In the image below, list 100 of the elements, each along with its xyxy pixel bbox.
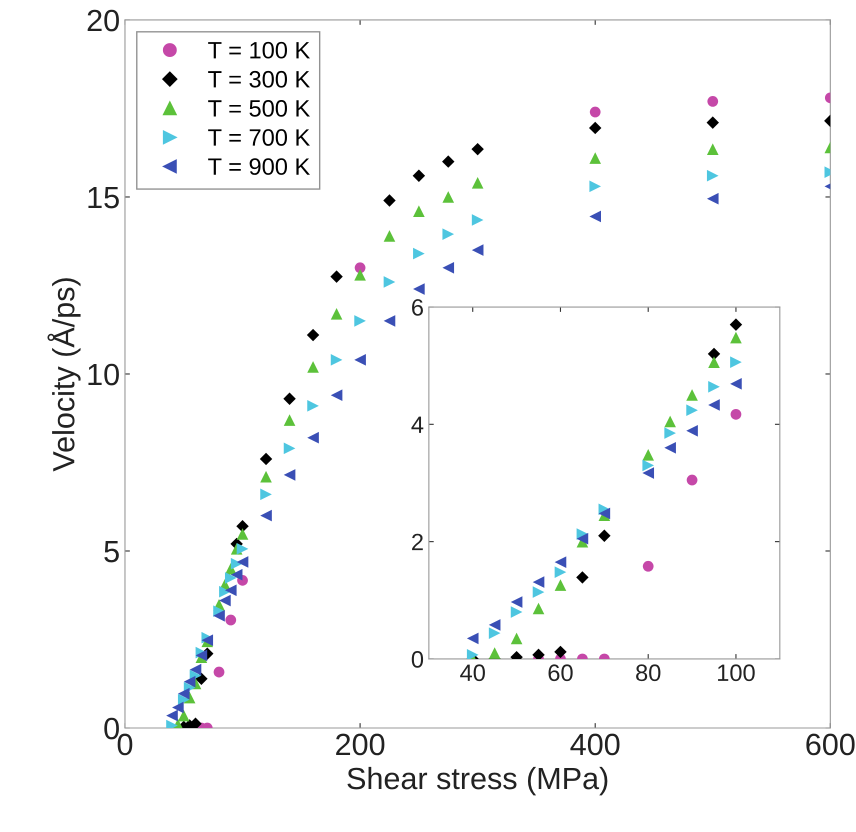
point [284, 442, 296, 454]
point [224, 572, 237, 584]
point [354, 269, 366, 281]
point [384, 230, 396, 242]
point [214, 666, 224, 678]
point [354, 354, 366, 366]
point [642, 467, 654, 479]
point [730, 408, 742, 420]
y-tick-label: 0 [104, 718, 119, 740]
point [384, 276, 396, 288]
point [219, 594, 231, 606]
point [708, 356, 720, 368]
point [413, 205, 425, 217]
point [532, 586, 544, 598]
x-tick-label: 200 [336, 734, 384, 756]
point [178, 688, 190, 700]
point [510, 606, 522, 618]
point [260, 510, 272, 522]
point [230, 568, 242, 581]
point [307, 361, 319, 373]
y-tick-label: 15 [88, 187, 119, 208]
point [307, 432, 319, 444]
point [224, 584, 237, 596]
point [230, 558, 242, 570]
point [510, 596, 522, 608]
point [284, 414, 296, 426]
x-tick-label: 100 [718, 664, 755, 682]
point [554, 566, 566, 578]
point [384, 315, 396, 327]
point [330, 354, 342, 366]
point [642, 560, 654, 572]
point [413, 283, 425, 295]
point [178, 694, 190, 706]
point [707, 96, 718, 107]
point [488, 619, 500, 631]
point [590, 106, 601, 118]
point [730, 356, 742, 368]
point [686, 404, 698, 416]
point [466, 649, 479, 659]
y-tick-label: 0 [412, 651, 424, 668]
point [576, 532, 588, 545]
point [260, 470, 272, 482]
point [190, 664, 202, 676]
point [283, 392, 296, 405]
point [708, 380, 720, 393]
y-tick-label: 2 [412, 534, 423, 550]
point [642, 449, 654, 461]
point [708, 348, 720, 360]
point [488, 647, 500, 659]
point [589, 152, 602, 164]
legend-label: T = 900 K [208, 158, 310, 175]
y-tick-label: 10 [88, 364, 119, 386]
point [172, 702, 184, 714]
point [442, 228, 454, 240]
point [166, 710, 178, 722]
point [466, 632, 479, 644]
y-tick-label: 20 [88, 10, 119, 32]
point [442, 155, 454, 168]
point [472, 214, 484, 226]
x-tick-label: 0 [118, 734, 132, 756]
y-tick-label: 6 [412, 299, 423, 316]
point [554, 646, 567, 658]
point [472, 244, 484, 256]
point [472, 177, 484, 189]
x-tick-label: 600 [806, 734, 855, 756]
y-tick-label: 5 [104, 541, 119, 562]
point [589, 180, 602, 192]
point [642, 460, 654, 472]
legend-label: T = 700 K [208, 129, 310, 146]
x-tick-label: 60 [548, 664, 573, 682]
point [236, 556, 248, 568]
point [706, 192, 719, 205]
point [708, 399, 720, 411]
point [706, 170, 719, 182]
point [442, 191, 454, 203]
point [664, 427, 676, 439]
point [413, 248, 425, 260]
y-axis-title: Velocity (Å/ps) [47, 278, 81, 472]
point [532, 576, 544, 588]
point [730, 332, 742, 344]
point [532, 602, 544, 614]
point [730, 378, 742, 390]
legend-label: T = 500 K [208, 100, 310, 117]
point [178, 710, 190, 722]
point [488, 627, 500, 639]
point [554, 579, 566, 591]
point [554, 556, 566, 568]
point [383, 194, 396, 207]
legend-label: T = 300 K [208, 70, 310, 88]
legend-label: T = 100 K [208, 42, 310, 59]
point [706, 143, 719, 155]
point [260, 488, 272, 500]
point [471, 142, 484, 156]
point [576, 571, 589, 584]
point [213, 610, 225, 622]
point [588, 122, 602, 134]
point [412, 170, 426, 182]
point [706, 116, 719, 129]
point [330, 389, 342, 402]
point [184, 676, 196, 688]
